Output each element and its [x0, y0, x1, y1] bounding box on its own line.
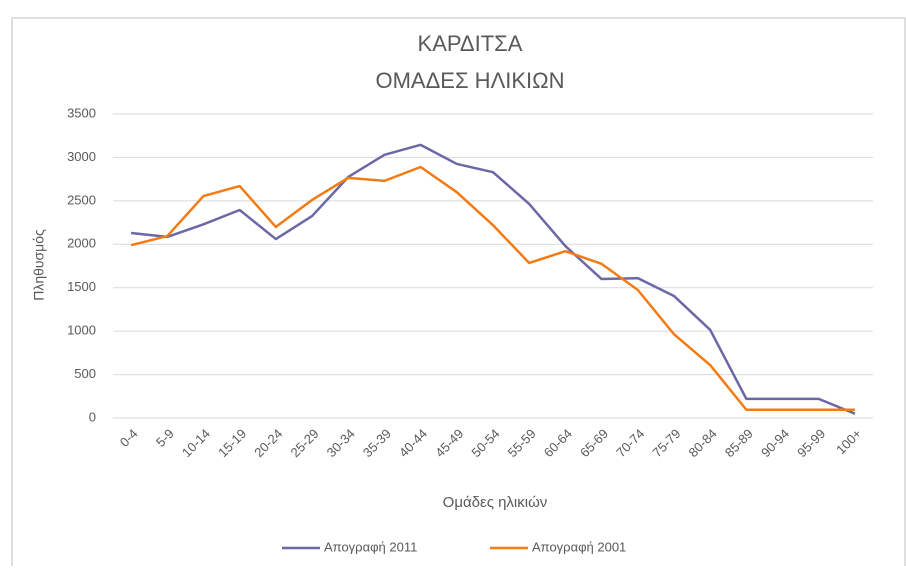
x-axis-label: Ομάδες ηλικιών	[443, 494, 548, 511]
y-tick-label: 3500	[67, 105, 96, 120]
chart-frame	[11, 17, 906, 571]
legend-label: Απογραφή 2001	[532, 539, 626, 554]
y-tick-label: 3000	[67, 149, 96, 164]
line-series	[130, 165, 855, 411]
legend-label: Απογραφή 2011	[324, 539, 417, 554]
line-series	[130, 143, 856, 415]
y-tick-label: 0	[89, 409, 96, 424]
y-tick-label: 1000	[67, 323, 96, 338]
y-tick-label: 2500	[67, 192, 96, 207]
y-tick-label: 1500	[67, 279, 96, 294]
chart-subtitle: ΟΜΑΔΕΣ ΗΛΙΚΙΩΝ	[375, 68, 564, 93]
y-tick-label: 500	[74, 366, 96, 381]
chart-title: ΚΑΡΔΙΤΣΑ	[418, 31, 523, 56]
y-tick-label: 2000	[67, 236, 96, 251]
y-axis-label: Πληθυσμός	[31, 229, 47, 301]
